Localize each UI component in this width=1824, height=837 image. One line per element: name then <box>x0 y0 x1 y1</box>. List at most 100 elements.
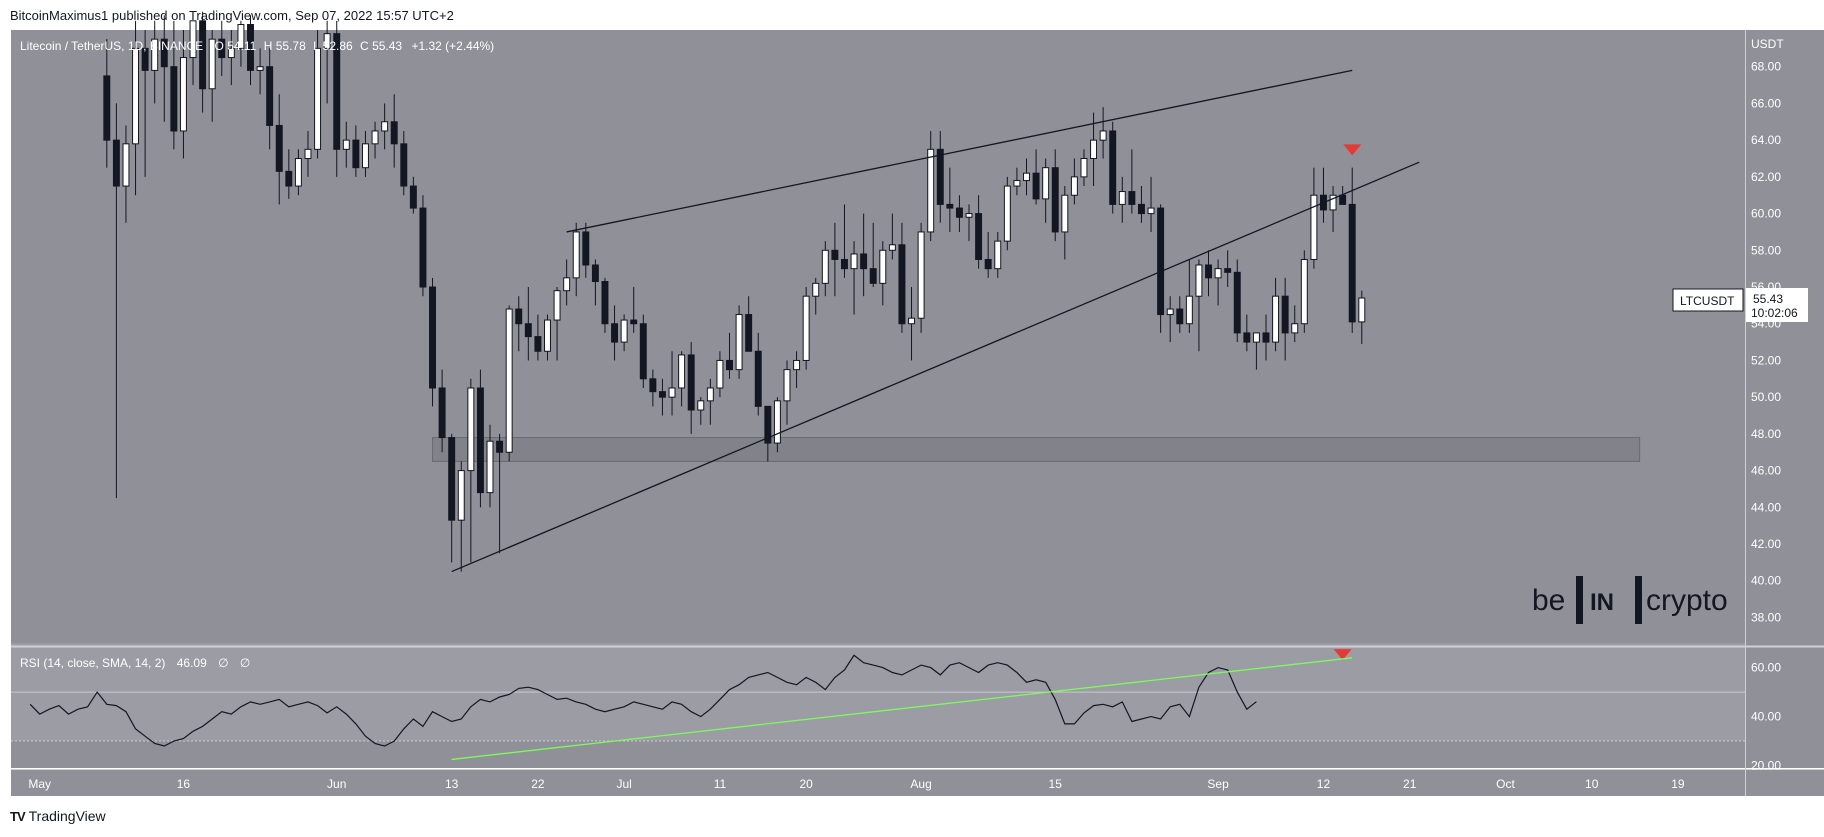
candle[interactable] <box>563 259 571 306</box>
candle[interactable] <box>1243 314 1251 352</box>
rsi-trendline[interactable] <box>451 657 1353 761</box>
candle[interactable] <box>505 305 513 462</box>
candle[interactable] <box>247 15 254 86</box>
candle[interactable] <box>975 195 983 269</box>
candle[interactable] <box>630 287 638 333</box>
candle[interactable] <box>831 222 839 297</box>
candle[interactable] <box>1118 176 1126 223</box>
candle[interactable] <box>1080 149 1088 187</box>
footer-brand[interactable]: TradingView <box>28 808 106 824</box>
candle[interactable] <box>1176 296 1184 333</box>
candle[interactable] <box>1023 158 1030 196</box>
candle[interactable] <box>850 241 858 315</box>
rsi-line[interactable] <box>29 654 1257 747</box>
candle[interactable] <box>218 20 226 76</box>
candle[interactable] <box>716 351 724 398</box>
candle[interactable] <box>1147 176 1155 232</box>
candle[interactable] <box>754 332 762 416</box>
candle[interactable] <box>256 48 264 95</box>
candle[interactable] <box>1329 186 1337 232</box>
candle[interactable] <box>227 30 235 86</box>
candle[interactable] <box>773 397 781 453</box>
candle[interactable] <box>898 222 906 333</box>
candle[interactable] <box>1032 149 1040 205</box>
candle[interactable] <box>1300 250 1308 333</box>
candle[interactable] <box>132 20 140 196</box>
candle[interactable] <box>908 287 916 361</box>
candle[interactable] <box>917 222 925 333</box>
candle[interactable] <box>879 241 887 306</box>
candle[interactable] <box>323 20 331 104</box>
candle[interactable] <box>927 130 935 242</box>
candle[interactable] <box>965 204 973 242</box>
candle[interactable] <box>1166 296 1174 343</box>
candle[interactable] <box>620 314 628 352</box>
candle[interactable] <box>285 149 293 199</box>
candle[interactable] <box>821 241 829 297</box>
candle[interactable] <box>294 149 302 196</box>
candle[interactable] <box>342 121 350 168</box>
candle[interactable] <box>1291 305 1299 343</box>
candle[interactable] <box>534 314 542 361</box>
candle[interactable] <box>524 287 532 361</box>
candle[interactable] <box>994 231 1002 278</box>
candle[interactable] <box>1137 186 1145 223</box>
candle[interactable] <box>448 433 456 563</box>
candle[interactable] <box>984 231 992 278</box>
candle[interactable] <box>1252 332 1260 370</box>
candle[interactable] <box>1042 158 1050 223</box>
candle[interactable] <box>553 287 561 361</box>
candle[interactable] <box>1051 149 1059 242</box>
candle[interactable] <box>955 195 963 232</box>
candle[interactable] <box>764 405 772 462</box>
candle[interactable] <box>582 222 590 278</box>
candle[interactable] <box>381 103 389 150</box>
candle[interactable] <box>840 204 848 278</box>
wedge-lower-line[interactable] <box>451 161 1420 573</box>
candle[interactable] <box>103 39 111 168</box>
candle[interactable] <box>141 30 149 177</box>
price-pane[interactable] <box>11 30 1745 645</box>
candle[interactable] <box>1262 314 1270 361</box>
candle[interactable] <box>697 397 705 425</box>
candle[interactable] <box>352 125 360 177</box>
candle[interactable] <box>936 130 944 223</box>
candle[interactable] <box>783 360 791 425</box>
candle[interactable] <box>179 30 187 159</box>
candle[interactable] <box>611 305 619 361</box>
candle[interactable] <box>266 48 274 150</box>
candle[interactable] <box>745 296 753 352</box>
candle[interactable] <box>1090 112 1098 187</box>
candle[interactable] <box>390 94 398 168</box>
candle[interactable] <box>544 314 551 361</box>
candle[interactable] <box>237 20 245 67</box>
candle[interactable] <box>429 277 436 407</box>
candle[interactable] <box>601 277 609 333</box>
candle[interactable] <box>668 351 676 416</box>
candle[interactable] <box>409 176 417 214</box>
candle[interactable] <box>706 378 714 425</box>
candle[interactable] <box>208 30 216 122</box>
candle[interactable] <box>726 332 733 379</box>
candle[interactable] <box>812 277 820 315</box>
candle[interactable] <box>361 130 369 177</box>
candle[interactable] <box>151 20 159 104</box>
candle[interactable] <box>1310 167 1318 269</box>
candle[interactable] <box>400 130 408 196</box>
candle[interactable] <box>419 195 427 297</box>
candle[interactable] <box>1013 167 1021 196</box>
candle[interactable] <box>1185 259 1193 333</box>
candle[interactable] <box>1070 158 1078 205</box>
candle[interactable] <box>160 15 168 122</box>
candle[interactable] <box>371 121 379 159</box>
chart[interactable]: 38.00 40.00 42.00 44.00 46.00 48.00 50.00 52.00… <box>0 0 1824 810</box>
candle[interactable] <box>314 30 322 159</box>
candle[interactable] <box>333 20 341 177</box>
wedge-upper-line[interactable] <box>566 69 1353 233</box>
candle[interactable] <box>1205 250 1212 297</box>
candle[interactable] <box>639 314 647 388</box>
candle[interactable] <box>793 351 801 388</box>
candle[interactable] <box>496 433 504 554</box>
candle[interactable] <box>946 167 954 232</box>
candle[interactable] <box>591 259 599 306</box>
